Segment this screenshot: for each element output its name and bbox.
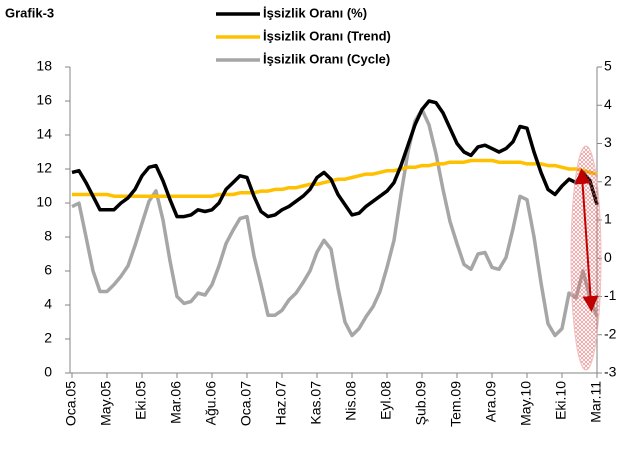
y2-tick-label: 3 xyxy=(604,134,612,150)
chart-title: Grafik-3 xyxy=(5,5,54,20)
x-tick-label: Kas.07 xyxy=(308,381,324,425)
y-tick-label: 18 xyxy=(36,58,52,74)
y-tick-label: 10 xyxy=(36,194,52,210)
x-tick-label: Eki.10 xyxy=(553,381,569,420)
x-tick-label: Ara.09 xyxy=(483,381,499,422)
y-tick-label: 4 xyxy=(44,296,52,312)
y-tick-label: 14 xyxy=(36,126,52,142)
legend-label: İşsizlik Oranı (Trend) xyxy=(263,28,391,43)
x-tick-label: Nis.08 xyxy=(343,381,359,421)
x-tick-label: Eki.05 xyxy=(133,381,149,420)
x-tick-label: Tem.09 xyxy=(448,381,464,427)
x-tick-label: May.10 xyxy=(518,381,534,426)
range-arrow xyxy=(574,168,599,312)
y-tick-label: 2 xyxy=(44,330,52,346)
x-tick-label: Oca.05 xyxy=(63,381,79,426)
x-tick-label: Haz.07 xyxy=(273,381,289,426)
y2-tick-label: 1 xyxy=(604,211,612,227)
y2-tick-label: 5 xyxy=(604,58,612,74)
series-line xyxy=(72,158,598,198)
y-tick-label: 8 xyxy=(44,228,52,244)
x-tick-label: Mar.11 xyxy=(588,381,604,423)
highlight-ellipse xyxy=(570,145,602,371)
x-tick-label: May.05 xyxy=(98,381,114,426)
x-tick-label: Mar.06 xyxy=(168,381,184,424)
y2-tick-label: -2 xyxy=(604,325,617,341)
y2-tick-label: 2 xyxy=(604,172,612,188)
series-line xyxy=(71,99,599,219)
y-tick-label: 12 xyxy=(36,160,52,176)
x-tick-label: Ağu.06 xyxy=(203,381,219,426)
y2-tick-label: -1 xyxy=(604,287,617,303)
y-tick-label: 0 xyxy=(44,364,52,380)
y2-tick-label: 0 xyxy=(604,249,612,265)
y2-tick-label: -3 xyxy=(604,364,617,380)
y2-tick-label: 4 xyxy=(604,96,612,112)
y-tick-label: 16 xyxy=(36,92,52,108)
y-tick-label: 6 xyxy=(44,262,52,278)
legend-label: İşsizlik Oranı (%) xyxy=(263,5,367,20)
x-tick-label: Oca.07 xyxy=(238,381,254,426)
x-tick-label: Şub.09 xyxy=(413,381,429,426)
x-tick-label: Eyl.08 xyxy=(378,381,394,420)
series-line xyxy=(71,107,599,338)
legend-label: İşsizlik Oranı (Cycle) xyxy=(263,51,390,66)
